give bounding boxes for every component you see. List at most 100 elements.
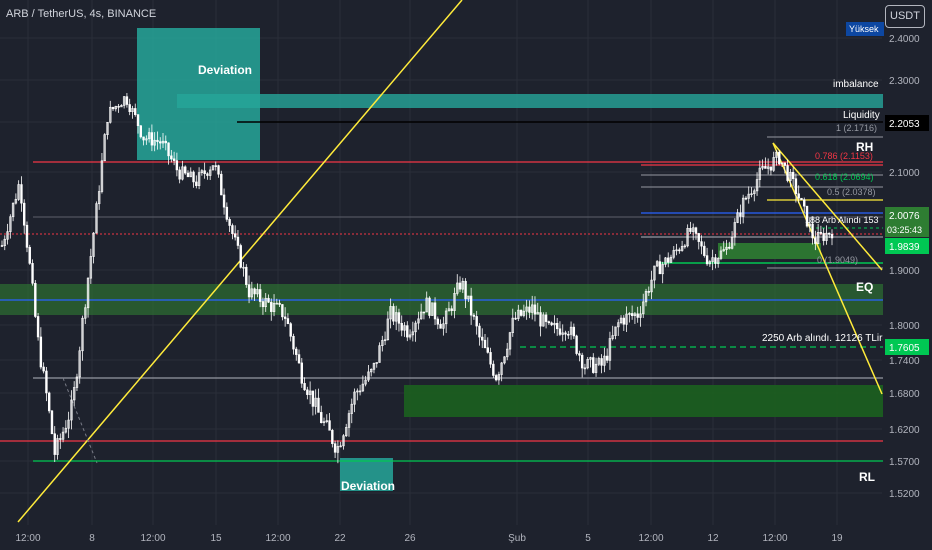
candle-body bbox=[597, 358, 601, 365]
candle-body bbox=[625, 313, 628, 325]
candle-body bbox=[292, 336, 295, 350]
candle-body bbox=[733, 222, 737, 238]
candle-body bbox=[544, 314, 548, 322]
candle-body bbox=[106, 121, 109, 135]
candle-body bbox=[356, 390, 359, 393]
candle-body bbox=[683, 245, 687, 248]
candle-body bbox=[481, 336, 484, 341]
candle-body bbox=[575, 335, 578, 354]
candle-body bbox=[780, 162, 784, 165]
candle-body bbox=[100, 160, 104, 192]
candle-body bbox=[383, 339, 387, 342]
fib-label: 1 (2.1716) bbox=[836, 123, 877, 133]
candle-body bbox=[728, 246, 731, 249]
candle-body bbox=[25, 224, 29, 248]
candle-body bbox=[553, 322, 556, 326]
time-tick-label: 5 bbox=[585, 533, 591, 544]
candle-body bbox=[245, 266, 248, 285]
candle-body bbox=[308, 390, 312, 395]
candle-body bbox=[208, 169, 212, 176]
price-axis[interactable]: 2.40002.30002.20002.10001.90001.80001.74… bbox=[846, 0, 932, 550]
candle-body bbox=[478, 325, 481, 338]
candle-body bbox=[39, 336, 43, 368]
candle-body bbox=[328, 420, 331, 431]
fib-label: 0.5 (2.0378) bbox=[827, 187, 876, 197]
candle-body bbox=[192, 171, 195, 183]
candle-body bbox=[131, 108, 134, 113]
zones-layer bbox=[0, 28, 883, 491]
candle-body bbox=[708, 261, 712, 265]
candle-body bbox=[772, 157, 775, 171]
candle-body bbox=[644, 291, 648, 303]
candle-body bbox=[694, 227, 698, 234]
candle-body bbox=[392, 306, 395, 322]
candle-body bbox=[647, 291, 650, 293]
candle-body bbox=[364, 379, 367, 385]
candle-body bbox=[803, 199, 806, 207]
candle-body bbox=[494, 375, 498, 381]
candle-body bbox=[525, 306, 528, 312]
candle-body bbox=[517, 309, 520, 319]
candle-body bbox=[775, 151, 778, 158]
candle-body bbox=[750, 193, 753, 196]
candle-body bbox=[320, 412, 323, 424]
candle-body bbox=[228, 219, 231, 226]
candle-body bbox=[444, 310, 448, 325]
yellow-trendline-down-steep bbox=[772, 142, 883, 395]
candle-body bbox=[189, 171, 192, 178]
time-axis[interactable]: 12:00 8 12:00 15 12:00 22 26 Şub 5 12:00 12 12:00 19 bbox=[0, 525, 883, 550]
candle-body bbox=[567, 333, 570, 336]
candle-body bbox=[139, 125, 142, 138]
time-tick-label: 19 bbox=[831, 533, 843, 544]
candle-body bbox=[811, 223, 814, 239]
candle-body bbox=[672, 250, 675, 258]
candle-body bbox=[442, 323, 445, 329]
demand-zone bbox=[404, 385, 883, 417]
candle-body bbox=[814, 237, 817, 244]
candle-body bbox=[34, 282, 37, 317]
candle-body bbox=[761, 166, 764, 169]
candle-body bbox=[267, 297, 270, 303]
candle-body bbox=[358, 390, 362, 393]
time-tick-label: 22 bbox=[334, 533, 346, 544]
candle-body bbox=[431, 302, 434, 316]
candle-body bbox=[125, 96, 129, 105]
candle-body bbox=[89, 256, 93, 279]
candle-body bbox=[730, 236, 734, 249]
time-tick-label: 12:00 bbox=[140, 533, 165, 544]
current-price-tag-bg bbox=[885, 207, 929, 237]
candle-body bbox=[658, 261, 662, 275]
candle-body bbox=[322, 421, 326, 424]
candle-body bbox=[419, 311, 423, 320]
candle-body bbox=[197, 172, 201, 186]
candle-body bbox=[261, 301, 265, 308]
candle-body bbox=[231, 225, 234, 234]
candle-body bbox=[492, 363, 495, 376]
candle-body bbox=[53, 433, 56, 455]
candle-body bbox=[758, 167, 762, 180]
candle-body bbox=[61, 431, 65, 440]
candle-body bbox=[561, 332, 564, 335]
high-tag-bg bbox=[846, 22, 884, 36]
currency-button[interactable]: USDT bbox=[885, 5, 925, 28]
candle-body bbox=[164, 140, 167, 144]
candle-body bbox=[111, 106, 115, 110]
candle-body bbox=[747, 193, 750, 199]
price-tick-label: 1.6200 bbox=[889, 425, 920, 436]
candle-body bbox=[303, 383, 306, 391]
candle-body bbox=[786, 165, 789, 181]
candle-body bbox=[794, 178, 798, 195]
candle-body bbox=[217, 165, 220, 175]
candle-body bbox=[461, 280, 465, 290]
candle-body bbox=[403, 325, 406, 331]
candle-body bbox=[619, 317, 623, 324]
candle-body bbox=[256, 289, 259, 295]
candle-body bbox=[84, 307, 87, 319]
candle-body bbox=[791, 171, 795, 180]
candle-body bbox=[70, 399, 73, 421]
candle-body bbox=[350, 403, 353, 414]
candle-body bbox=[689, 227, 692, 232]
candle-body bbox=[56, 438, 59, 455]
candle-body bbox=[28, 247, 31, 264]
